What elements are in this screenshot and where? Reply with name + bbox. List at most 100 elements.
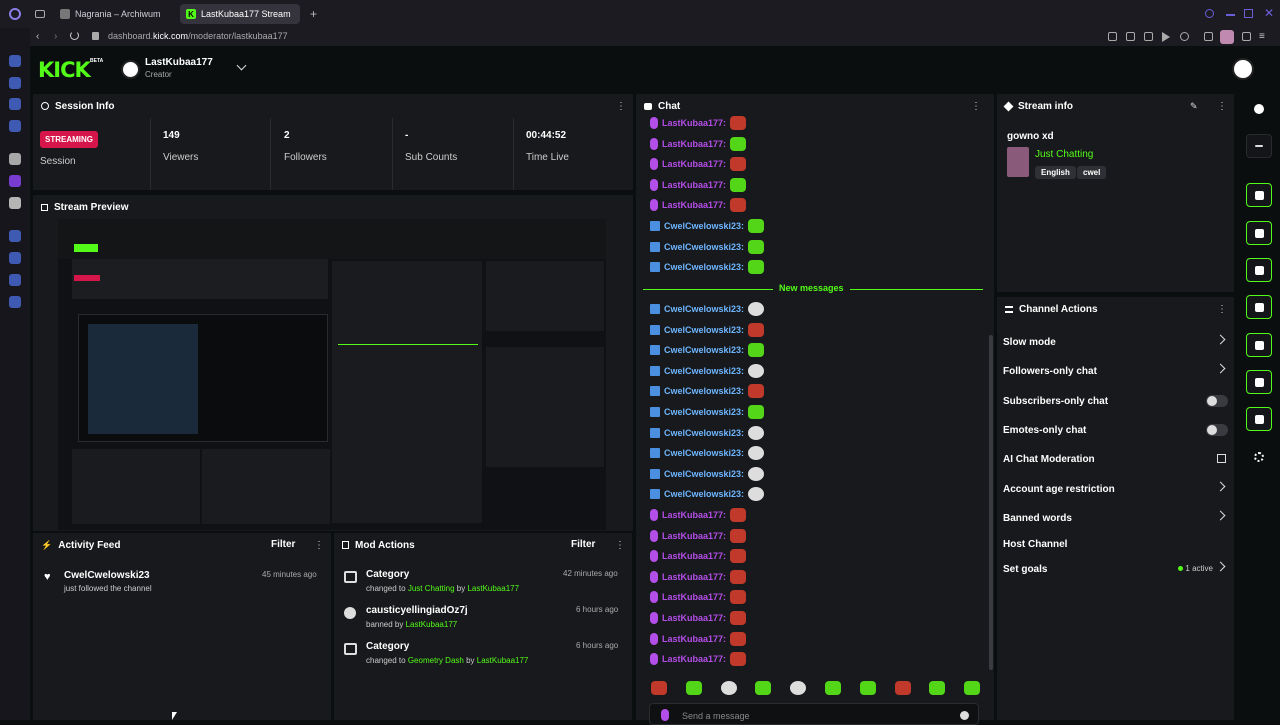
- emote-picker-icon[interactable]: [964, 681, 981, 695]
- tab-stream[interactable]: K LastKubaa177 Stream: [180, 4, 300, 24]
- chat-username[interactable]: LastKubaa177:: [662, 138, 727, 149]
- sidebar-app-icon[interactable]: [9, 252, 21, 264]
- activity-filter-button[interactable]: Filter: [271, 539, 296, 550]
- lightning-button[interactable]: [1246, 221, 1272, 245]
- set-goals-row[interactable]: Set goals 1 active: [1003, 559, 1228, 579]
- chat-username[interactable]: LastKubaa177:: [662, 200, 727, 211]
- sidebar-app-icon[interactable]: [9, 175, 21, 187]
- sidebar-app-icon[interactable]: [9, 197, 21, 209]
- emote-picker-icon[interactable]: [720, 681, 737, 695]
- emote-picker-icon[interactable]: [651, 681, 667, 695]
- stream-preview-video[interactable]: [58, 219, 606, 530]
- minimize-icon[interactable]: [1226, 14, 1235, 16]
- sidebar-app-icon[interactable]: [9, 55, 21, 67]
- emote-picker-icon[interactable]: [929, 681, 946, 695]
- document-button[interactable]: [1246, 258, 1272, 282]
- chat-username[interactable]: CwelCwelowski23:: [664, 241, 745, 252]
- chat-username[interactable]: LastKubaa177:: [662, 179, 727, 190]
- play-icon[interactable]: [1162, 32, 1170, 42]
- stream-info-more-icon[interactable]: ⋮: [1217, 101, 1227, 112]
- chat-username[interactable]: CwelCwelowski23:: [664, 427, 745, 438]
- tab-overview-icon[interactable]: [35, 10, 45, 18]
- edit-stream-pencil-icon[interactable]: ✎: [1190, 101, 1198, 111]
- mod-filter-button[interactable]: Filter: [571, 539, 596, 550]
- host-channel-row[interactable]: Host Channel: [1003, 534, 1228, 554]
- search-icon[interactable]: [1205, 9, 1214, 18]
- chat-username[interactable]: CwelCwelowski23:: [664, 468, 745, 479]
- ai-moderation-row[interactable]: AI Chat Moderation: [1003, 449, 1228, 469]
- mod-item-target[interactable]: Geometry Dash: [407, 656, 464, 665]
- channel-actions-more-icon[interactable]: ⋮: [1217, 304, 1227, 315]
- chat-username[interactable]: CwelCwelowski23:: [664, 324, 745, 335]
- chat-username[interactable]: LastKubaa177:: [662, 118, 727, 128]
- channel-avatar[interactable]: [121, 60, 140, 79]
- chat-username[interactable]: CwelCwelowski23:: [664, 345, 745, 356]
- chat-username[interactable]: CwelCwelowski23:: [664, 386, 745, 397]
- bookmark-icon[interactable]: [1108, 32, 1117, 41]
- activity-more-icon[interactable]: ⋮: [314, 540, 324, 551]
- broadcast-button[interactable]: [1246, 333, 1272, 357]
- sidebar-app-icon[interactable]: [9, 153, 21, 165]
- mod-item-actor[interactable]: LastKubaa177: [467, 584, 520, 593]
- wrench-button[interactable]: [1246, 407, 1272, 431]
- chat-username[interactable]: LastKubaa177:: [662, 571, 727, 582]
- chat-button[interactable]: [1246, 295, 1272, 319]
- emote-picker-icon[interactable]: [685, 681, 702, 695]
- session-more-icon[interactable]: ⋮: [616, 101, 626, 112]
- mod-item-target[interactable]: Just Chatting: [407, 584, 455, 593]
- sidebar-app-icon[interactable]: [9, 98, 21, 110]
- chat-username[interactable]: LastKubaa177:: [662, 159, 727, 170]
- slow-mode-row[interactable]: Slow mode: [1003, 332, 1228, 352]
- followers-only-row[interactable]: Followers-only chat: [1003, 361, 1228, 381]
- chat-username[interactable]: LastKubaa177:: [662, 592, 727, 603]
- emote-picker-icon[interactable]: [859, 681, 876, 695]
- emote-picker-icon[interactable]: [825, 681, 841, 695]
- settings-icon[interactable]: [9, 296, 21, 308]
- stream-tag[interactable]: English: [1035, 166, 1076, 179]
- chat-username[interactable]: CwelCwelowski23:: [664, 304, 745, 314]
- chat-more-icon[interactable]: ⋮: [971, 101, 981, 112]
- heart-icon[interactable]: [1180, 32, 1189, 41]
- account-age-row[interactable]: Account age restriction: [1003, 479, 1228, 499]
- sidebar-app-icon[interactable]: [9, 120, 21, 132]
- chat-username[interactable]: LastKubaa177:: [662, 654, 727, 665]
- emote-picker-icon[interactable]: [790, 681, 807, 695]
- emote-picker-icon[interactable]: [894, 681, 911, 695]
- menu-icon[interactable]: ≡: [1259, 31, 1265, 42]
- info-icon[interactable]: [1254, 104, 1264, 114]
- chat-username[interactable]: LastKubaa177:: [662, 633, 727, 644]
- chat-username[interactable]: CwelCwelowski23:: [664, 262, 745, 273]
- back-icon[interactable]: ‹: [36, 31, 40, 42]
- chat-username[interactable]: CwelCwelowski23:: [664, 489, 745, 500]
- layout-button[interactable]: [1246, 370, 1272, 394]
- activity-user[interactable]: CwelCwelowski23: [64, 570, 150, 581]
- subscribers-only-toggle[interactable]: [1206, 395, 1228, 407]
- emote-picker-icon[interactable]: [755, 681, 772, 695]
- url-field[interactable]: dashboard.kick.com/moderator/lastkubaa17…: [108, 31, 288, 41]
- emotes-only-toggle[interactable]: [1206, 424, 1228, 436]
- forward-icon[interactable]: ›: [54, 31, 58, 42]
- screenshot-icon[interactable]: [1126, 32, 1135, 41]
- extension-icon[interactable]: [1144, 32, 1153, 41]
- chat-username[interactable]: CwelCwelowski23:: [664, 448, 745, 459]
- stream-tag[interactable]: cwel: [1077, 166, 1107, 179]
- share-icon[interactable]: [1204, 32, 1213, 41]
- kick-logo[interactable]: KICK: [38, 58, 91, 82]
- stream-category[interactable]: Just Chatting: [1035, 149, 1094, 160]
- scan-button[interactable]: [1246, 183, 1272, 207]
- chat-username[interactable]: LastKubaa177:: [662, 551, 727, 562]
- sidebar-app-icon[interactable]: [9, 230, 21, 242]
- chat-username[interactable]: LastKubaa177:: [662, 613, 727, 623]
- user-menu-avatar[interactable]: [1232, 58, 1254, 80]
- tab-archive[interactable]: Nagrania – Archiwum: [54, 4, 174, 24]
- apps-icon[interactable]: [1254, 452, 1264, 462]
- download-icon[interactable]: [1242, 32, 1251, 41]
- new-tab-button[interactable]: +: [310, 7, 318, 21]
- maximize-icon[interactable]: [1244, 9, 1253, 18]
- sidebar-app-icon[interactable]: [9, 77, 21, 89]
- mod-item-actor[interactable]: LastKubaa177: [405, 620, 458, 629]
- chat-username[interactable]: CwelCwelowski23:: [664, 407, 745, 417]
- chat-username[interactable]: LastKubaa177:: [662, 510, 727, 520]
- emoji-icon[interactable]: [960, 711, 969, 720]
- banned-words-row[interactable]: Banned words: [1003, 508, 1228, 528]
